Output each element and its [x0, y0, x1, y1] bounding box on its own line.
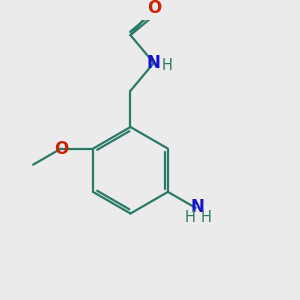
Text: N: N: [147, 54, 161, 72]
Text: H: H: [184, 210, 195, 225]
Text: O: O: [54, 140, 68, 158]
Text: H: H: [162, 58, 172, 73]
Text: N: N: [190, 197, 204, 215]
Text: O: O: [147, 0, 161, 17]
Text: H: H: [201, 210, 212, 225]
